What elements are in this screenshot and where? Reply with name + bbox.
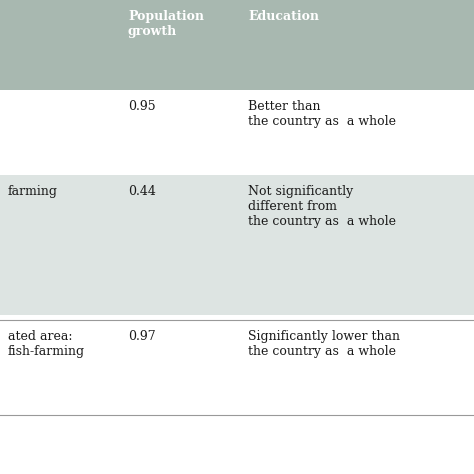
Text: Better than
the country as  a whole: Better than the country as a whole bbox=[248, 100, 396, 128]
Text: Education: Education bbox=[248, 10, 319, 23]
Bar bbox=[0, 90, 474, 175]
Bar bbox=[0, 320, 474, 415]
Bar bbox=[0, 175, 474, 315]
Text: 0.95: 0.95 bbox=[128, 100, 155, 113]
Text: Significantly lower than
the country as  a whole: Significantly lower than the country as … bbox=[248, 330, 400, 358]
Text: farming: farming bbox=[8, 185, 58, 198]
Text: ated area:
fish-farming: ated area: fish-farming bbox=[8, 330, 85, 358]
Text: Not significantly
different from
the country as  a whole: Not significantly different from the cou… bbox=[248, 185, 396, 228]
Text: 0.97: 0.97 bbox=[128, 330, 155, 343]
Bar bbox=[0, 0, 474, 90]
Text: 0.44: 0.44 bbox=[128, 185, 156, 198]
Text: Population
growth: Population growth bbox=[128, 10, 204, 38]
